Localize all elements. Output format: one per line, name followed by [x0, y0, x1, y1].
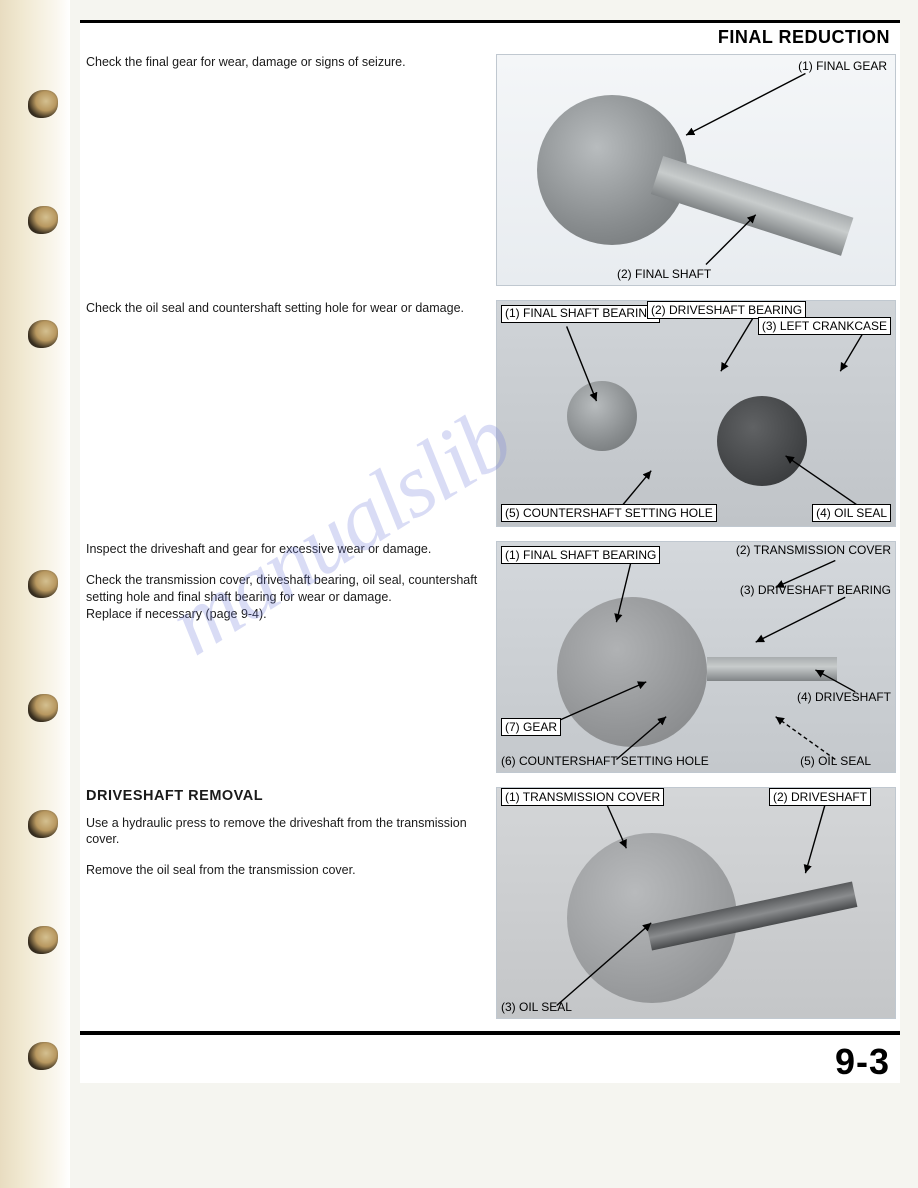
callout-oil-seal: (3) OIL SEAL — [501, 1000, 572, 1014]
callout-driveshaft: (2) DRIVESHAFT — [769, 788, 871, 806]
callout-oil-seal: (4) OIL SEAL — [812, 504, 891, 522]
callout-driveshaft-bearing: (3) DRIVESHAFT BEARING — [740, 584, 891, 597]
binder-hole — [28, 926, 58, 954]
callout-driveshaft: (4) DRIVESHAFT — [797, 690, 891, 704]
callout-final-shaft-bearing: (1) FINAL SHAFT BEARING — [501, 546, 660, 564]
page-footer: 9-3 — [80, 1031, 900, 1083]
callout-gear: (7) GEAR — [501, 718, 561, 736]
callout-final-gear: (1) FINAL GEAR — [798, 59, 887, 73]
instruction-text: Use a hydraulic press to remove the driv… — [86, 815, 484, 849]
section-driveshaft-removal: DRIVESHAFT REMOVAL Use a hydraulic press… — [80, 783, 900, 1023]
manual-page: FINAL REDUCTION Check the final gear for… — [80, 20, 900, 1083]
binder-hole — [28, 570, 58, 598]
callout-transmission-cover: (1) TRANSMISSION COVER — [501, 788, 664, 806]
section-final-gear: Check the final gear for wear, damage or… — [80, 50, 900, 290]
figure-final-gear: (1) FINAL GEAR (2) FINAL SHAFT — [496, 54, 896, 286]
figure-driveshaft-removal: (1) TRANSMISSION COVER (2) DRIVESHAFT (3… — [496, 787, 896, 1019]
figure-crankcase: (1) FINAL SHAFT BEARING (2) DRIVESHAFT B… — [496, 300, 896, 527]
section-oil-seal: Check the oil seal and countershaft sett… — [80, 296, 900, 531]
binder-hole — [28, 1042, 58, 1070]
page-header: FINAL REDUCTION — [80, 20, 900, 50]
page-binding — [0, 0, 70, 1188]
callout-countershaft-hole: (6) COUNTERSHAFT SETTING HOLE — [501, 754, 709, 768]
callout-final-shaft: (2) FINAL SHAFT — [617, 267, 711, 281]
instruction-text: Check the oil seal and countershaft sett… — [86, 300, 496, 527]
instruction-text: Check the final gear for wear, damage or… — [86, 54, 496, 286]
binder-hole — [28, 320, 58, 348]
instruction-text: Check the transmission cover, driveshaft… — [86, 572, 484, 606]
callout-final-shaft-bearing: (1) FINAL SHAFT BEARING — [501, 305, 660, 323]
callout-oil-seal: (5) OIL SEAL — [800, 754, 871, 768]
instruction-text: Remove the oil seal from the transmissio… — [86, 862, 484, 879]
instruction-text: Inspect the driveshaft and gear for exce… — [86, 541, 484, 558]
header-title: FINAL REDUCTION — [718, 27, 890, 47]
binder-hole — [28, 90, 58, 118]
callout-left-crankcase: (3) LEFT CRANKCASE — [758, 317, 891, 335]
callout-transmission-cover: (2) TRANSMISSION COVER — [736, 544, 891, 557]
binder-hole — [28, 206, 58, 234]
section-driveshaft-inspect: Inspect the driveshaft and gear for exce… — [80, 537, 900, 777]
binder-hole — [28, 810, 58, 838]
binder-hole — [28, 694, 58, 722]
callout-countershaft-hole: (5) COUNTERSHAFT SETTING HOLE — [501, 504, 717, 522]
page-number: 9-3 — [835, 1041, 890, 1082]
figure-transmission-cover: (1) FINAL SHAFT BEARING (2) TRANSMISSION… — [496, 541, 896, 773]
subheading-driveshaft-removal: DRIVESHAFT REMOVAL — [86, 787, 484, 807]
instruction-text: Replace if necessary (page 9-4). — [86, 606, 484, 623]
